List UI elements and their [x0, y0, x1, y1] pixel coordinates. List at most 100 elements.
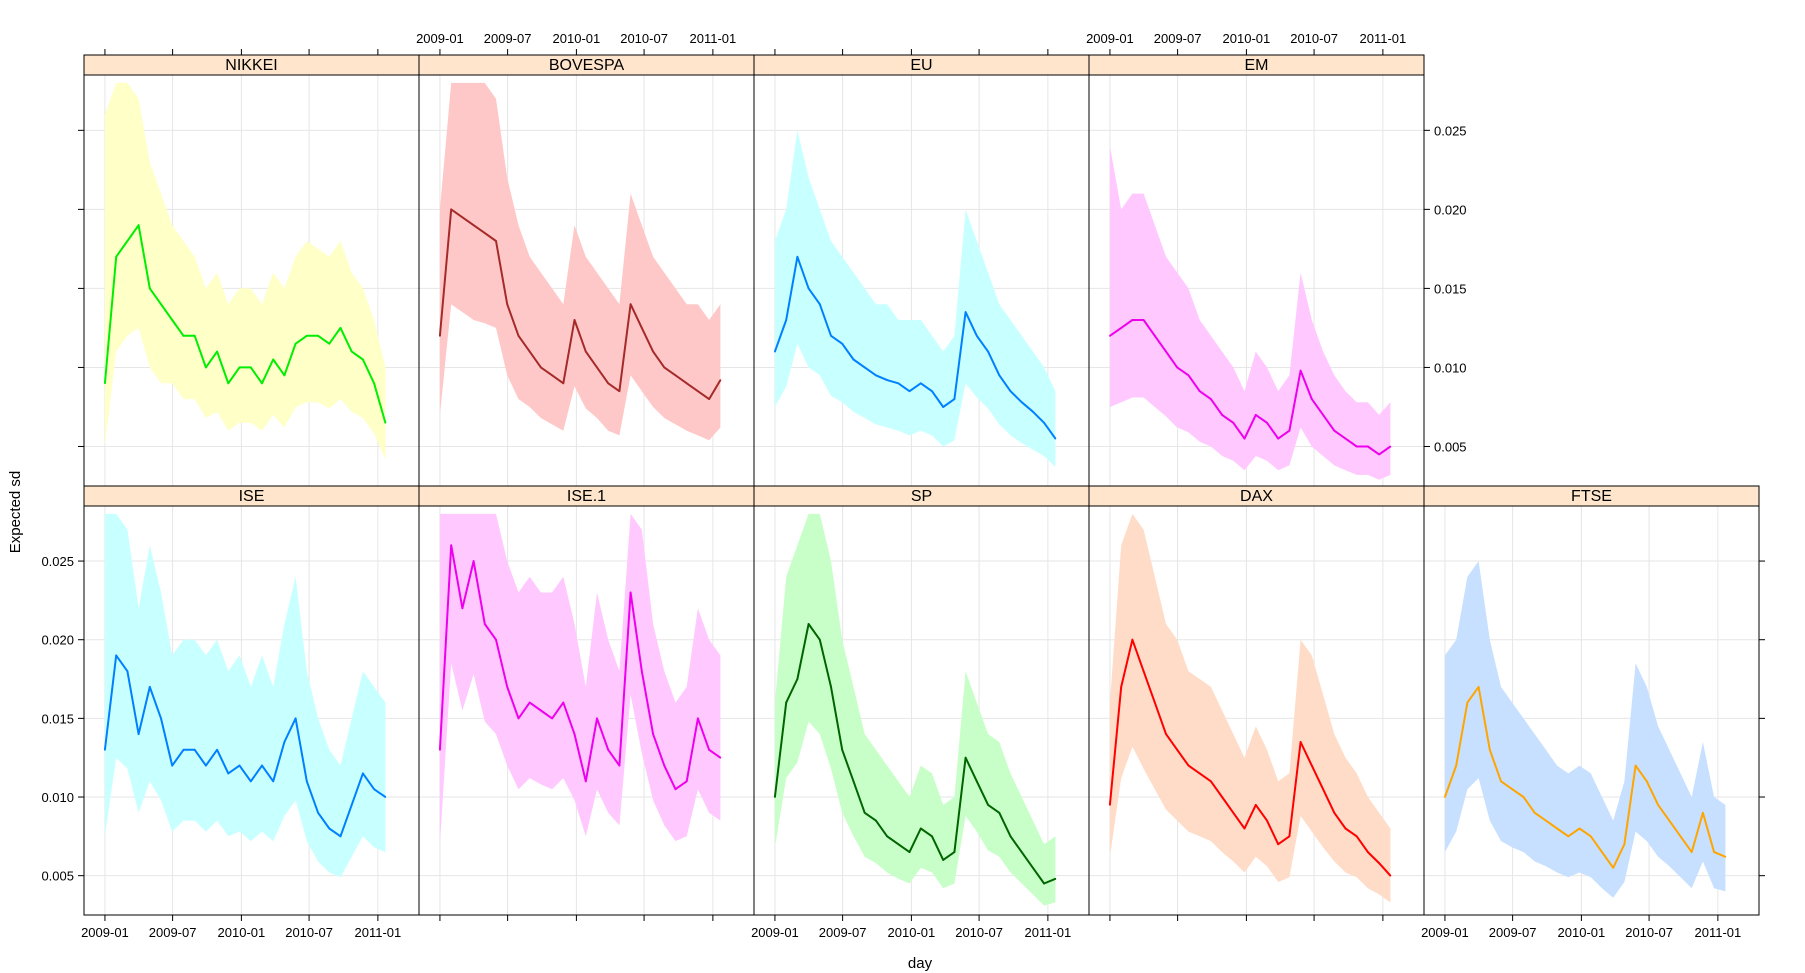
- data-point: [551, 374, 554, 377]
- panel-strip-label: EM: [1245, 57, 1269, 74]
- data-point: [227, 382, 230, 385]
- data-point: [1288, 835, 1291, 838]
- data-point: [998, 811, 1001, 814]
- x-tick-label: 2011-01: [1024, 925, 1071, 940]
- data-point: [461, 607, 464, 610]
- data-point: [807, 623, 810, 625]
- data-point: [1533, 811, 1536, 814]
- data-point: [1333, 429, 1336, 432]
- data-point: [1544, 819, 1547, 822]
- series-line-eu: [773, 255, 1057, 440]
- x-tick-label: 2009-01: [1086, 31, 1134, 46]
- data-point: [450, 544, 453, 547]
- data-point: [238, 764, 241, 767]
- data-point: [1488, 748, 1491, 751]
- data-point: [528, 350, 531, 353]
- x-tick-label: 2010-07: [1290, 31, 1338, 46]
- data-point: [607, 748, 610, 751]
- x-tick-label: 2009-01: [1421, 925, 1469, 940]
- data-point: [1333, 811, 1336, 814]
- data-point: [1266, 421, 1268, 424]
- data-point: [495, 638, 497, 641]
- data-point: [629, 303, 632, 306]
- data-point: [104, 748, 106, 751]
- data-point: [1032, 866, 1034, 869]
- data-point: [640, 670, 643, 673]
- data-point: [1109, 334, 1111, 337]
- y-tick-label: 0.025: [41, 554, 74, 569]
- data-point: [1043, 882, 1046, 885]
- data-point: [1131, 319, 1134, 321]
- data-point: [1054, 437, 1057, 440]
- y-tick-label: 0.005: [41, 869, 74, 884]
- data-point: [1299, 741, 1302, 743]
- data-point: [652, 350, 654, 353]
- data-point: [1020, 851, 1023, 853]
- panel-strip-label: SP: [911, 488, 932, 505]
- data-point: [1109, 803, 1111, 806]
- data-point: [562, 701, 565, 704]
- data-point: [931, 835, 933, 838]
- data-point: [1378, 862, 1381, 864]
- data-point: [629, 591, 632, 594]
- data-point: [596, 366, 598, 369]
- data-point: [1310, 764, 1313, 767]
- data-point: [1142, 319, 1145, 321]
- panel-strip-label: FTSE: [1571, 488, 1612, 505]
- y-tick-label: 0.010: [41, 790, 74, 805]
- data-point: [483, 623, 486, 625]
- data-point: [663, 366, 666, 369]
- band-ise-1: [439, 513, 721, 845]
- data-point: [1367, 445, 1369, 448]
- data-point: [227, 772, 230, 775]
- y-tick-label: 0.020: [41, 633, 74, 648]
- x-tick-label: 2010-07: [620, 31, 668, 46]
- data-point: [148, 287, 151, 290]
- data-point: [573, 733, 576, 735]
- data-point: [708, 748, 711, 751]
- data-point: [852, 358, 855, 361]
- panels: NIKKEI BOVESPA 2009-01 2009-07 2010-01 2010-0…: [41, 31, 1765, 940]
- data-point: [953, 851, 956, 853]
- panel-strip-label: ISE.1: [567, 488, 606, 505]
- panel-strip-label: NIKKEI: [225, 57, 277, 74]
- data-point: [953, 398, 956, 400]
- data-point: [841, 342, 844, 345]
- data-point: [204, 366, 207, 369]
- band-ise: [104, 513, 386, 878]
- data-point: [931, 390, 933, 393]
- data-point: [160, 303, 162, 306]
- data-point: [1679, 835, 1682, 838]
- data-point: [373, 382, 376, 385]
- data-point: [1165, 733, 1167, 735]
- data-point: [1612, 866, 1615, 869]
- data-point: [987, 350, 989, 353]
- data-point: [908, 390, 911, 393]
- data-point: [384, 796, 387, 798]
- data-point: [818, 303, 821, 306]
- data-point: [1367, 851, 1369, 853]
- data-point: [1713, 851, 1716, 853]
- x-tick-label: 2010-07: [955, 925, 1003, 940]
- data-point: [975, 334, 978, 337]
- data-point: [1020, 401, 1023, 404]
- data-point: [1243, 827, 1246, 830]
- data-point: [450, 208, 453, 211]
- x-tick-label: 2009-01: [81, 925, 129, 940]
- series-line-nikkei: [103, 224, 387, 424]
- data-point: [439, 748, 441, 751]
- data-point: [618, 390, 621, 393]
- data-point: [975, 780, 978, 783]
- data-point: [1187, 764, 1190, 767]
- data-point: [362, 772, 364, 775]
- data-point: [719, 379, 722, 381]
- x-tick-label: 2009-07: [1489, 925, 1537, 940]
- data-point: [1277, 437, 1280, 440]
- data-point: [785, 701, 788, 704]
- panel-strip-label: ISE: [239, 488, 265, 505]
- data-point: [796, 255, 799, 258]
- data-point: [126, 240, 129, 242]
- y-tick-label: 0.015: [41, 711, 74, 726]
- data-point: [1120, 686, 1123, 688]
- data-point: [339, 835, 342, 838]
